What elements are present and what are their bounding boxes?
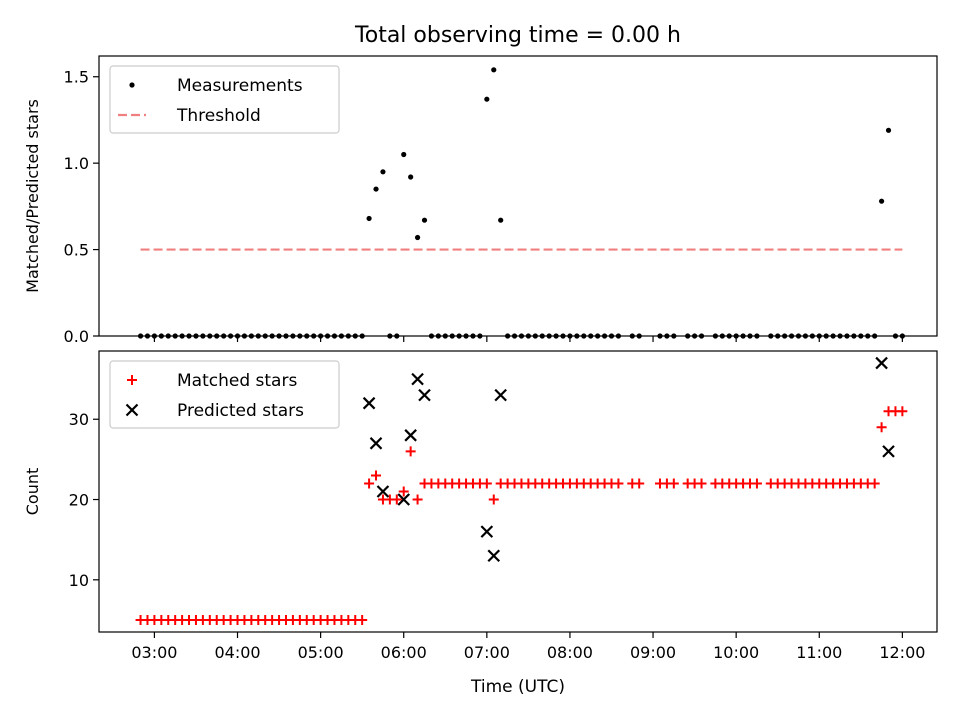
x-tick-label: 04:00 bbox=[214, 643, 260, 662]
measurement-point bbox=[414, 234, 421, 241]
predicted-star-point bbox=[404, 429, 417, 442]
measurement-point bbox=[401, 151, 407, 158]
matched-star-point bbox=[371, 470, 382, 481]
predicted-star-point bbox=[875, 356, 888, 370]
matched-star-point bbox=[751, 478, 762, 489]
matched-star-point bbox=[488, 494, 499, 505]
legend-entry: Matched stars bbox=[177, 371, 297, 391]
y-tick-label: 20 bbox=[69, 491, 89, 510]
chart-title: Total observing time = 0.00 h bbox=[354, 23, 681, 48]
matched-star-point bbox=[405, 446, 416, 457]
legend-box bbox=[109, 65, 340, 134]
legend-marker bbox=[129, 82, 135, 88]
measurement-point bbox=[484, 96, 490, 102]
legend-box bbox=[109, 360, 340, 429]
matched-star-point bbox=[364, 478, 375, 489]
predicted-star-point bbox=[494, 388, 507, 402]
measurement-point bbox=[491, 67, 497, 73]
measurement-point bbox=[380, 169, 386, 175]
matched-star-point bbox=[391, 494, 402, 505]
y-tick-label: 1.0 bbox=[64, 154, 89, 173]
predicted-star-point bbox=[411, 372, 424, 386]
x-tick-label: 03:00 bbox=[131, 643, 177, 662]
y-tick-label: 0.5 bbox=[64, 241, 89, 260]
legend: Matched stars Predicted stars bbox=[109, 360, 340, 429]
y-tick-label: 10 bbox=[69, 571, 89, 590]
x-axis-label: Time (UTC) bbox=[470, 677, 565, 697]
legend-marker bbox=[127, 375, 137, 385]
predicted-star-point bbox=[369, 437, 383, 450]
matched-star-point bbox=[869, 478, 880, 489]
x-tick-label: 12:00 bbox=[879, 643, 925, 662]
measurement-point bbox=[366, 215, 372, 222]
legend-entry: Predicted stars bbox=[177, 401, 304, 421]
axes-frame bbox=[98, 350, 938, 633]
y-axis-label: Count bbox=[23, 468, 42, 516]
predicted-star-point bbox=[418, 388, 431, 402]
predicted-star-point bbox=[362, 396, 376, 410]
matched-star-point bbox=[876, 422, 887, 433]
matched-star-point bbox=[696, 478, 707, 489]
predicted-star-point bbox=[397, 493, 411, 506]
measurement-point bbox=[498, 217, 504, 223]
matched-star-point bbox=[634, 478, 645, 489]
legend-marker bbox=[125, 403, 139, 417]
matched-star-point bbox=[613, 478, 624, 489]
bottom-panel: 10 20 30 03:00 04:00 05:00 06:00 07:00 08:00 09:0… bbox=[23, 350, 938, 697]
x-tick-label: 07:00 bbox=[464, 643, 510, 662]
predicted-star-point bbox=[376, 485, 390, 498]
y-tick-label: 1.5 bbox=[64, 68, 89, 87]
predicted-star-point bbox=[882, 445, 895, 458]
legend-entry: Measurements bbox=[177, 76, 303, 96]
x-tick-label: 08:00 bbox=[547, 643, 593, 662]
y-tick-label: 30 bbox=[69, 410, 89, 429]
x-tick-label: 09:00 bbox=[630, 643, 676, 662]
predicted-star-point bbox=[480, 525, 494, 538]
top-panel: 0.0 0.5 1.0 1.5 Matched/Predicted stars Measu… bbox=[23, 55, 938, 346]
legend-entry: Threshold bbox=[176, 106, 261, 126]
x-tick-label: 06:00 bbox=[381, 643, 427, 662]
predicted-star-point bbox=[487, 549, 501, 563]
matched-star-point bbox=[897, 406, 908, 417]
measurement-point bbox=[408, 174, 414, 180]
measurement-point bbox=[373, 186, 379, 192]
matched-star-point bbox=[357, 614, 368, 625]
matched-star-point bbox=[398, 486, 409, 497]
axes-frame bbox=[98, 55, 938, 337]
x-tick-label: 05:00 bbox=[298, 643, 344, 662]
measurement-point bbox=[421, 217, 428, 223]
matched-star-point bbox=[668, 478, 679, 489]
y-tick-label: 0.0 bbox=[64, 327, 89, 346]
x-tick-label: 10:00 bbox=[713, 643, 759, 662]
matched-star-point bbox=[481, 478, 492, 489]
x-tick-label: 11:00 bbox=[796, 643, 842, 662]
measurement-point bbox=[878, 198, 885, 204]
matched-star-point bbox=[412, 494, 423, 505]
y-axis-label: Matched/Predicted stars bbox=[23, 99, 42, 293]
measurement-point bbox=[885, 127, 892, 133]
legend: Measurements Threshold bbox=[109, 65, 340, 134]
